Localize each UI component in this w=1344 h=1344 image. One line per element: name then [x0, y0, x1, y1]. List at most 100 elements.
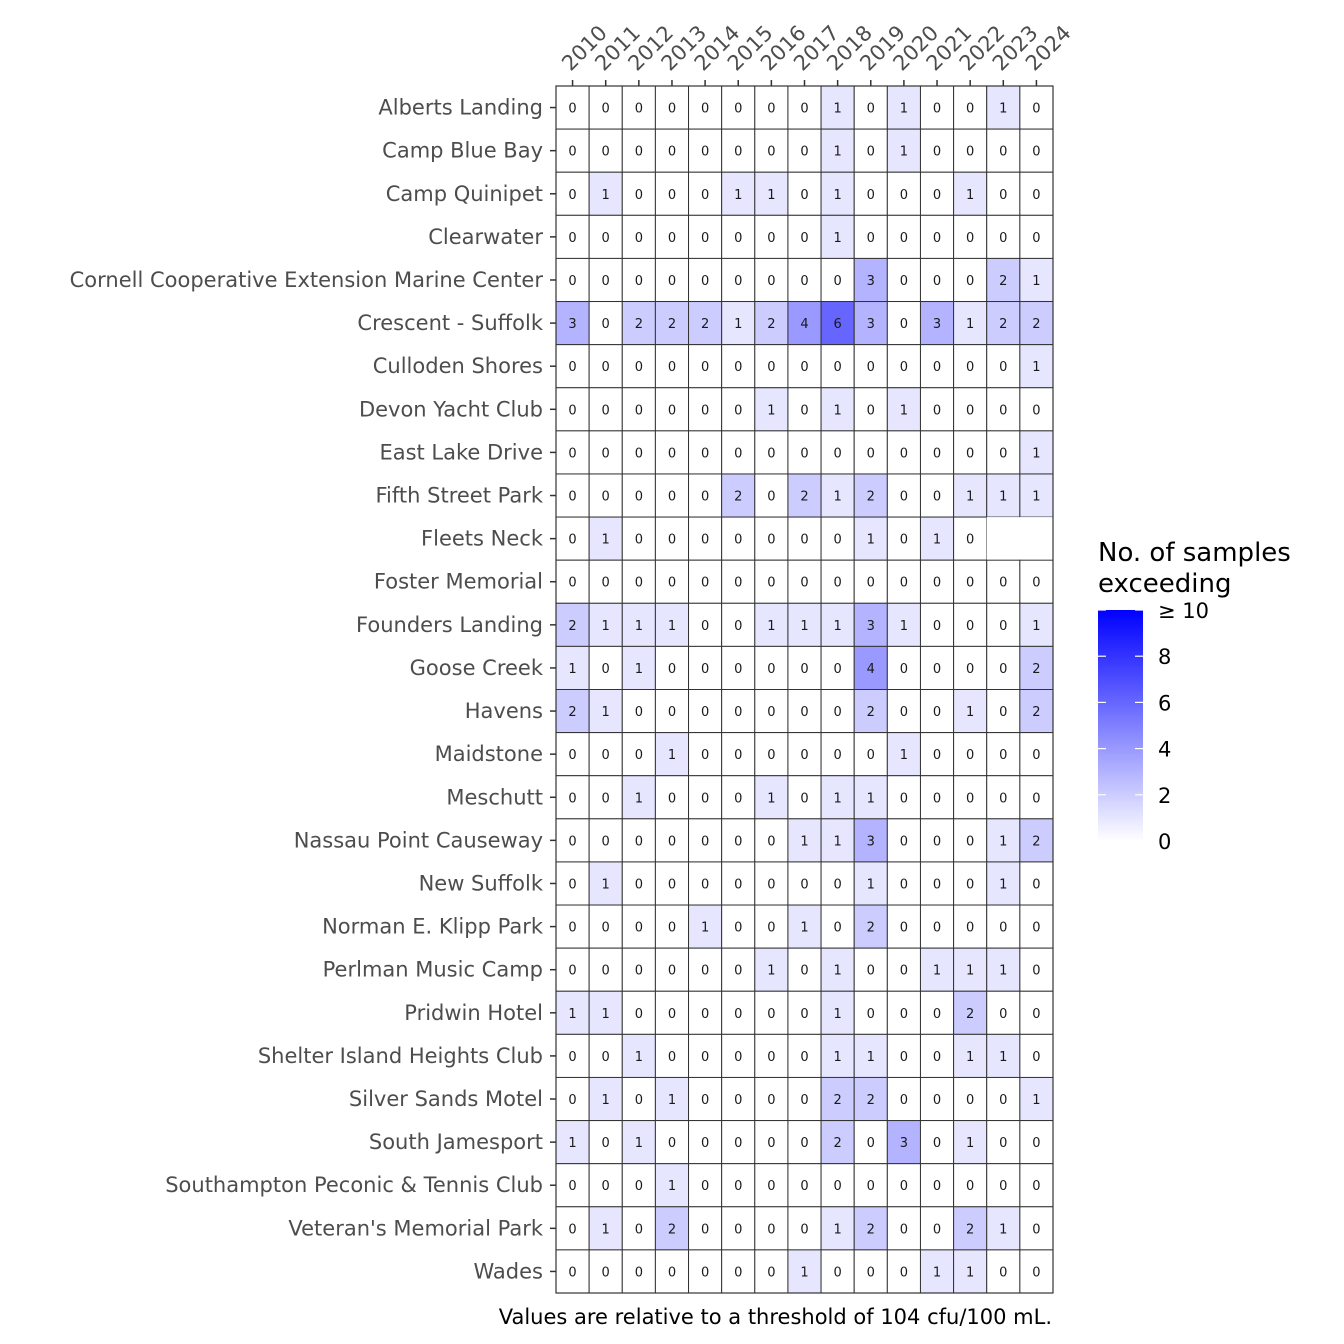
cell-value-label: 1	[966, 1265, 974, 1280]
cell-value-label: 0	[867, 576, 875, 591]
cell-value-label: 0	[966, 446, 974, 461]
heatmap-cell	[853, 301, 888, 346]
y-tick-label: New Suffolk	[419, 871, 544, 895]
cell-value-label: 0	[767, 1179, 775, 1194]
cell-value-label: 0	[568, 102, 576, 117]
cell-value-label: 0	[900, 1222, 908, 1237]
cell-value-label: 2	[966, 1222, 974, 1237]
heatmap-cell	[787, 1249, 822, 1294]
cell-value-label: 0	[635, 748, 643, 763]
heatmap-cell	[1019, 344, 1054, 389]
cell-value-label: 1	[602, 533, 610, 548]
heatmap-cell	[919, 947, 955, 992]
heatmap-cell	[986, 645, 1021, 691]
y-tick-label: Veteran's Memorial Park	[288, 1216, 543, 1240]
heatmap-cell	[986, 387, 1021, 432]
cell-value-label: 0	[867, 1136, 875, 1151]
heatmap-cell	[721, 171, 756, 216]
cell-value-label: 1	[668, 619, 676, 634]
cell-value-label: 0	[1032, 748, 1040, 763]
heatmap-cell	[953, 473, 988, 518]
legend-tick-label: ≥ 10	[1158, 599, 1209, 623]
cell-value-label: 0	[867, 231, 875, 246]
cell-value-label: 0	[900, 877, 908, 892]
cell-value-label: 0	[635, 1222, 643, 1237]
y-tick-label: Wades	[474, 1259, 543, 1283]
heatmap-cell	[555, 430, 590, 475]
heatmap-cell	[654, 1120, 690, 1165]
heatmap-cell	[953, 689, 988, 734]
heatmap-cell	[953, 1033, 988, 1078]
cell-value-label: 0	[701, 1093, 709, 1108]
heatmap-cell	[688, 818, 723, 863]
cell-value-label: 0	[568, 490, 576, 505]
heatmap-cell	[654, 1206, 690, 1251]
y-tick-label: Fleets Neck	[421, 527, 544, 551]
cell-value-label: 0	[999, 188, 1007, 203]
cell-value-label: 0	[900, 231, 908, 246]
cell-value-label: 2	[867, 490, 875, 505]
cell-value-label: 2	[999, 274, 1007, 289]
heatmap-cell	[919, 1206, 955, 1251]
cell-value-label: 0	[867, 1179, 875, 1194]
cell-value-label: 0	[833, 1179, 841, 1194]
cell-value-label: 0	[668, 490, 676, 505]
cell-value-label: 0	[568, 1222, 576, 1237]
heatmap-cell	[986, 861, 1021, 906]
cell-value-label: 0	[900, 490, 908, 505]
cell-value-label: 0	[602, 231, 610, 246]
cell-value-label: 0	[701, 748, 709, 763]
cell-value-label: 2	[1032, 705, 1040, 720]
cell-value-label: 0	[568, 231, 576, 246]
cell-value-label: 0	[966, 877, 974, 892]
cell-value-label: 0	[999, 1007, 1007, 1022]
cell-value-label: 0	[900, 274, 908, 289]
cell-value-label: 1	[1032, 1093, 1040, 1108]
cell-value-label: 1	[833, 1007, 841, 1022]
heatmap-cell	[886, 387, 921, 432]
cell-value-label: 0	[966, 145, 974, 160]
cell-value-label: 0	[833, 705, 841, 720]
heatmap-cell	[721, 645, 756, 691]
heatmap-cell	[754, 775, 789, 820]
cell-value-label: 0	[900, 1007, 908, 1022]
color-legend: No. of samples exceeding 0 2 4 6 8 ≥ 10	[1098, 538, 1291, 854]
cell-value-label: 3	[867, 619, 875, 634]
cell-value-label: 0	[933, 1093, 941, 1108]
cell-value-label: 0	[701, 619, 709, 634]
heatmap-cell	[986, 1076, 1021, 1122]
heatmap-cell	[754, 861, 789, 906]
heatmap-cell	[919, 818, 955, 863]
cell-value-label: 0	[734, 1136, 742, 1151]
heatmap-cell	[787, 85, 822, 130]
heatmap-cell	[588, 732, 623, 777]
cell-value-label: 0	[602, 145, 610, 160]
cell-value-label: 0	[568, 834, 576, 849]
cell-value-label: 2	[833, 1093, 841, 1108]
heatmap-cell	[688, 214, 723, 259]
cell-value-label: 1	[966, 1050, 974, 1065]
heatmap-cell	[919, 430, 955, 475]
cell-value-label: 0	[999, 748, 1007, 763]
y-tick-label: Nassau Point Causeway	[294, 828, 543, 852]
heatmap-cell	[853, 990, 888, 1035]
heatmap-cell	[986, 990, 1021, 1035]
cell-value-label: 0	[767, 662, 775, 677]
heatmap-cell	[1019, 559, 1054, 604]
y-tick-label: Devon Yacht Club	[359, 397, 543, 421]
y-tick-label: Clearwater	[428, 225, 543, 249]
cell-value-label: 0	[966, 921, 974, 936]
cell-value-label: 0	[701, 1007, 709, 1022]
heatmap-cell	[919, 1076, 955, 1122]
cell-value-label: 0	[867, 964, 875, 979]
cell-value-label: 0	[734, 662, 742, 677]
heatmap-cell	[986, 689, 1021, 734]
cell-value-label: 2	[999, 317, 1007, 332]
cell-value-label: 1	[767, 964, 775, 979]
cell-value-label: 0	[668, 705, 676, 720]
heatmap-cell	[621, 301, 656, 346]
heatmap-cell	[621, 1120, 656, 1165]
heatmap-cell	[621, 214, 656, 259]
cell-value-label: 0	[1032, 1265, 1040, 1280]
cell-value-label: 0	[966, 1093, 974, 1108]
